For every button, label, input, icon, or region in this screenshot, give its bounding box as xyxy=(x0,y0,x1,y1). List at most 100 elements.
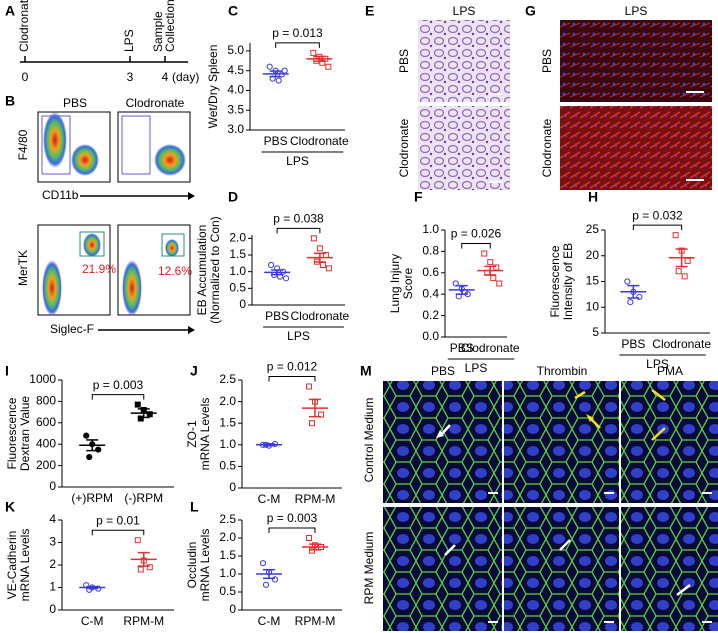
group-label: LPS xyxy=(287,329,310,343)
x-tick-label: Clodronate xyxy=(652,337,711,351)
p-value: p = 0.038 xyxy=(273,212,324,226)
group-label: LPS xyxy=(286,154,309,168)
x-tick-label: RPM-M xyxy=(295,614,336,628)
data-point xyxy=(306,383,312,390)
y-axis-label: mRNA Levels xyxy=(198,398,212,471)
data-point xyxy=(262,581,270,588)
y-axis-label: Fluorescence xyxy=(5,397,19,469)
y-tick-label: 0.2 xyxy=(422,308,439,322)
micrograph xyxy=(504,381,619,503)
x-tick-label: C-M xyxy=(258,614,281,628)
axis-label: MerTK xyxy=(16,250,30,286)
row-label: Control Medium xyxy=(362,398,376,483)
day-label: 0 xyxy=(22,70,29,84)
y-tick-label: 0 xyxy=(239,297,246,311)
gate xyxy=(121,115,151,175)
y-tick-label: 3 xyxy=(49,535,56,549)
significance-bracket xyxy=(276,227,321,234)
y-axis-label: Occludin xyxy=(185,542,199,589)
y-tick-label: 0 xyxy=(49,479,56,493)
column-label: Clodronate xyxy=(126,96,185,110)
y-tick-label: 200 xyxy=(36,458,56,472)
day-label: 3 xyxy=(127,70,134,84)
y-tick-label: 2.0 xyxy=(229,231,246,245)
y-axis-label: Wet/Dry Spleen xyxy=(206,45,220,129)
y-tick-label: 0.4 xyxy=(422,286,439,300)
x-tick-label: Clodronate xyxy=(291,309,350,323)
significance-bracket xyxy=(91,394,145,400)
y-tick-label: 1.0 xyxy=(219,437,236,451)
data-point xyxy=(325,265,332,272)
y-tick-label: 20 xyxy=(586,248,600,262)
data-point xyxy=(490,275,497,282)
timeline-unit: (day) xyxy=(172,70,199,84)
y-tick-label: 3.0 xyxy=(227,122,244,136)
y-tick-label: 0.5 xyxy=(229,281,246,295)
y-tick-label: 5 xyxy=(592,325,599,339)
panel-letter: D xyxy=(228,189,238,205)
y-tick-label: 1.5 xyxy=(229,247,246,261)
panel-letter: K xyxy=(5,499,15,515)
data-point xyxy=(636,293,643,301)
data-point xyxy=(259,560,267,567)
histology-panel: E LPS PBS Clodronate xyxy=(365,3,510,190)
y-axis-label: VE-Cadherin xyxy=(5,531,19,600)
data-point xyxy=(310,49,317,56)
y-tick-label: 1 xyxy=(49,580,56,594)
cell-population xyxy=(165,239,179,257)
significance-bracket xyxy=(275,42,320,48)
panel-letter: C xyxy=(228,3,238,19)
arrows xyxy=(436,389,691,596)
y-tick-label: 600 xyxy=(36,415,56,429)
data-point xyxy=(481,250,488,257)
percentage: 12.6% xyxy=(158,264,192,278)
y-tick-label: 2.0 xyxy=(219,394,236,408)
data-point xyxy=(134,401,141,408)
y-tick-label: 0 xyxy=(229,480,236,494)
y-axis-label: Score xyxy=(401,268,415,300)
histology-image xyxy=(418,20,510,102)
x-tick-label: (+)RPM xyxy=(71,491,113,505)
event-label: Sample xyxy=(151,11,165,52)
p-value: p = 0.01 xyxy=(96,513,140,527)
axis-label: F4/80 xyxy=(16,129,30,160)
image-title: LPS xyxy=(625,4,648,18)
cell-population xyxy=(83,233,101,257)
cell-population xyxy=(154,144,186,176)
y-tick-label: 0.0 xyxy=(422,329,439,343)
gate xyxy=(41,115,71,175)
image-title: LPS xyxy=(453,4,476,18)
x-tick-label: Clodronate xyxy=(461,341,520,355)
column-label: PBS xyxy=(63,96,87,110)
data-point xyxy=(672,232,679,239)
group-label: LPS xyxy=(465,361,488,375)
y-tick-label: 4 xyxy=(49,512,56,526)
y-axis-label: (Normalized to Con) xyxy=(208,216,222,323)
cell-population xyxy=(43,112,67,168)
x-tick-label: RPM-M xyxy=(295,492,336,506)
row-label: Clodronate xyxy=(397,118,411,177)
event-label: Collection xyxy=(163,0,177,52)
y-tick-label: 15 xyxy=(586,274,600,288)
column-label: PBS xyxy=(431,364,455,378)
x-tick-label: C-M xyxy=(81,614,104,628)
micrograph xyxy=(383,381,502,503)
panel-letter: B xyxy=(5,93,15,109)
microscopy-panel: M PBS Thrombin PMA Control Medium RPM Me… xyxy=(360,363,718,631)
x-tick-label: RPM-M xyxy=(123,614,164,628)
x-tick-label: PBS xyxy=(450,341,474,355)
data-point xyxy=(684,257,691,264)
cell-population xyxy=(122,260,142,316)
x-tick-label: Clodronate xyxy=(290,134,349,148)
percentage: 21.9% xyxy=(82,262,116,276)
micrograph xyxy=(504,507,619,631)
y-axis-label: Lung Injury xyxy=(388,254,402,313)
y-tick-label: 0 xyxy=(49,602,56,616)
y-tick-label: 1000 xyxy=(29,372,56,386)
x-tick-label: PBS xyxy=(264,134,288,148)
y-tick-label: 1.0 xyxy=(229,264,246,278)
arrow-head xyxy=(188,326,195,334)
y-axis-label: ZO-1 xyxy=(185,420,199,448)
y-axis-label: mRNA Levels xyxy=(18,529,32,602)
